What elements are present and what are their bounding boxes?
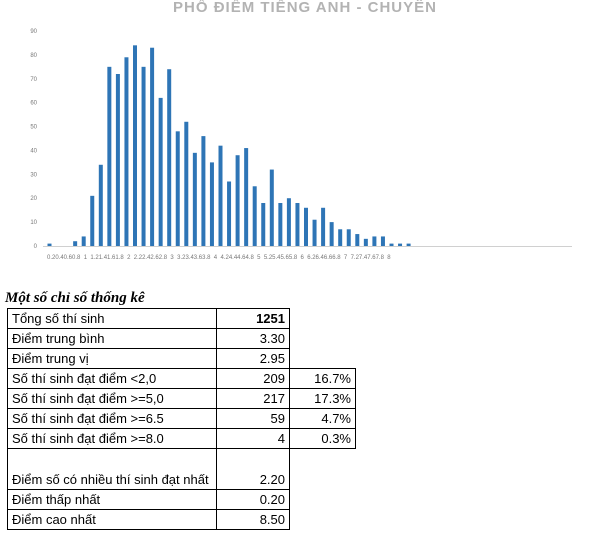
max-label: Điểm cao nhất [7, 509, 217, 530]
bar-1 [81, 236, 86, 246]
stats-row-ge5: Số thí sinh đạt điểm >=5,0 217 17.3% [7, 388, 356, 409]
bar-7 [338, 229, 343, 246]
bar-4.4 [227, 181, 232, 246]
bar-2.6 [150, 47, 155, 246]
ge65-value: 59 [216, 408, 290, 429]
ge65-label: Số thí sinh đạt điểm >=6.5 [7, 408, 217, 429]
empty-cell [290, 510, 356, 530]
bar-1.6 [107, 66, 112, 246]
bar-1.4 [98, 164, 103, 246]
bar-6.4 [312, 219, 317, 246]
below2-percent: 16.7% [289, 368, 356, 389]
bar-5.2 [261, 203, 266, 246]
below2-value: 209 [216, 368, 290, 389]
bar-1.2 [90, 195, 95, 246]
max-value: 8.50 [216, 509, 290, 530]
ge8-label: Số thí sinh đạt điểm >=8.0 [7, 428, 217, 449]
y-tick-label: 50 [30, 125, 37, 131]
bar-2 [124, 57, 129, 246]
empty-cell [290, 309, 356, 329]
bar-5.8 [286, 198, 291, 246]
y-tick-label: 0 [34, 244, 38, 250]
min-label: Điểm thấp nhất [7, 489, 217, 510]
y-axis: 0 10 20 30 40 50 60 70 80 90 [30, 29, 37, 250]
bar-6 [295, 203, 300, 246]
ge8-value: 4 [216, 428, 290, 449]
mean-value: 3.30 [216, 328, 290, 349]
y-tick-label: 90 [30, 29, 37, 35]
bar-4.6 [235, 155, 240, 246]
bar-4.2 [218, 145, 223, 246]
mode-label: Điểm số có nhiều thí sinh đạt nhất [7, 448, 217, 490]
empty-cell [290, 490, 356, 510]
bar-6.6 [321, 207, 326, 246]
min-value: 0.20 [216, 489, 290, 510]
bar-5.4 [269, 169, 274, 246]
ge5-percent: 17.3% [289, 388, 356, 409]
bar-5.6 [278, 203, 283, 246]
mean-label: Điểm trung bình [7, 328, 217, 349]
bar-6.2 [304, 207, 308, 246]
bar-2.2 [133, 45, 137, 246]
y-tick-label: 80 [30, 53, 37, 59]
chart-svg: PHỔ ĐIỂM TIẾNG ANH - CHUYÊN 0 10 20 30 40 50 6… [30, 0, 572, 261]
bar-0.8 [73, 241, 78, 246]
empty-cell [290, 329, 356, 349]
empty-cell [290, 449, 356, 490]
bar-2.8 [158, 97, 163, 246]
mode-value: 2.20 [216, 448, 290, 490]
ge5-label: Số thí sinh đạt điểm >=5,0 [7, 388, 217, 409]
stats-row-ge65: Số thí sinh đạt điểm >=6.5 59 4.7% [7, 408, 356, 429]
bars [47, 45, 411, 246]
score-distribution-chart: PHỔ ĐIỂM TIẾNG ANH - CHUYÊN 0 10 20 30 40 50 6… [30, 0, 572, 261]
bar-1.8 [115, 74, 120, 246]
y-tick-label: 60 [30, 101, 37, 107]
stats-row-max: Điểm cao nhất 8.50 [7, 509, 356, 530]
x-tick-labels: 0.20.40.60.8 1 1.21.41.61.8 2 2.22.42.62… [47, 255, 391, 261]
bar-3.2 [175, 131, 180, 246]
bar-6.8 [329, 222, 334, 246]
bar-7.8 [372, 236, 377, 246]
stats-table: Tổng số thí sinh 1251 Điểm trung bình 3.… [7, 308, 356, 530]
bar-4 [209, 162, 214, 246]
bar-3 [167, 69, 172, 246]
bar-3.4 [184, 121, 189, 246]
stats-row-below2: Số thí sinh đạt điểm <2,0 209 16.7% [7, 368, 356, 389]
ge5-value: 217 [216, 388, 290, 409]
y-tick-label: 20 [30, 196, 37, 202]
total-label: Tổng số thí sinh [7, 308, 217, 329]
ge65-percent: 4.7% [289, 408, 356, 429]
bar-5 [252, 186, 257, 246]
stats-row-ge8: Số thí sinh đạt điểm >=8.0 4 0.3% [7, 428, 356, 449]
chart-title: PHỔ ĐIỂM TIẾNG ANH - CHUYÊN [173, 0, 437, 16]
bar-7.6 [363, 238, 368, 246]
stats-row-mean: Điểm trung bình 3.30 [7, 328, 356, 349]
bar-3.6 [192, 152, 197, 246]
bar-8.4 [398, 243, 403, 246]
bar-4.8 [244, 148, 249, 246]
y-tick-label: 30 [30, 172, 37, 178]
bar-7.2 [346, 229, 351, 246]
below2-label: Số thí sinh đạt điểm <2,0 [7, 368, 217, 389]
y-tick-label: 10 [30, 220, 37, 226]
bar-8 [380, 236, 385, 246]
median-value: 2.95 [216, 348, 290, 369]
section-title: Một số chỉ số thống kê [5, 290, 145, 306]
bar-3.8 [201, 136, 206, 246]
bar-8.6 [406, 243, 411, 246]
empty-cell [290, 349, 356, 369]
y-tick-label: 70 [30, 77, 37, 83]
bar-2.4 [141, 66, 146, 246]
bar-7.4 [355, 234, 360, 246]
ge8-percent: 0.3% [289, 428, 356, 449]
bar-0.2 [47, 243, 52, 246]
stats-row-median: Điểm trung vị 2.95 [7, 348, 356, 369]
total-value: 1251 [216, 308, 290, 329]
y-tick-label: 40 [30, 148, 37, 154]
stats-row-mode: Điểm số có nhiều thí sinh đạt nhất 2.20 [7, 448, 356, 490]
stats-row-min: Điểm thấp nhất 0.20 [7, 489, 356, 510]
median-label: Điểm trung vị [7, 348, 217, 369]
stats-row-total: Tổng số thí sinh 1251 [7, 308, 356, 329]
bar-8.2 [389, 243, 394, 246]
